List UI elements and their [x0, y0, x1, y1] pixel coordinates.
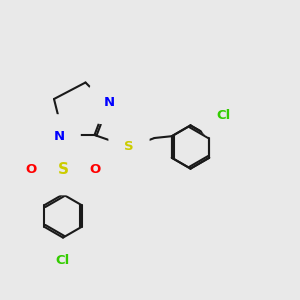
Text: S: S	[124, 140, 134, 154]
Text: S: S	[58, 162, 68, 177]
Text: O: O	[26, 163, 37, 176]
Text: Cl: Cl	[56, 254, 70, 268]
Text: N: N	[54, 130, 65, 143]
Text: Cl: Cl	[216, 109, 230, 122]
Text: O: O	[89, 163, 100, 176]
Text: N: N	[104, 95, 115, 109]
